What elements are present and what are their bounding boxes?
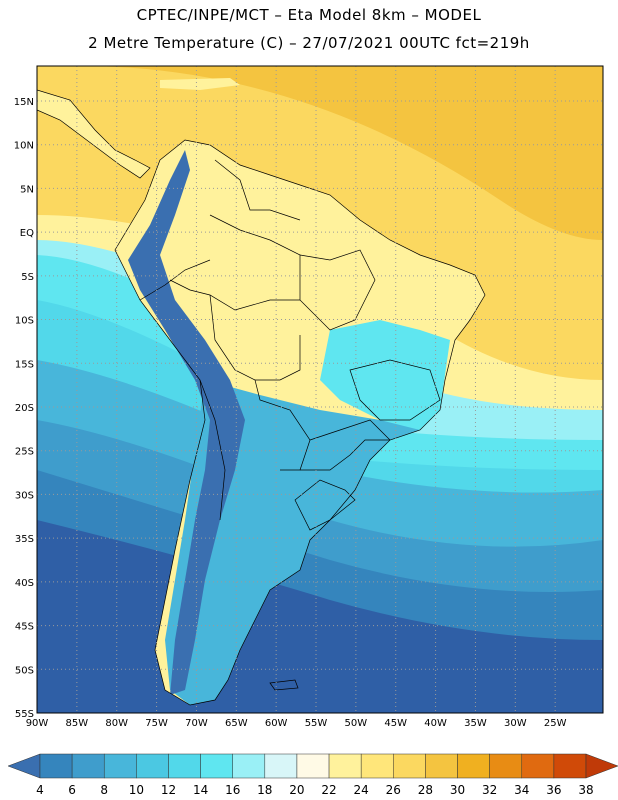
falklands [269,679,299,691]
lon-tick-label: 25W [544,718,567,729]
lon-tick-label: 50W [345,718,368,729]
colorbar-swatch [39,753,73,779]
lon-tick-label: 65W [225,718,248,729]
lat-tick-label: EQ [20,228,34,239]
brazil-cool-region [320,320,450,430]
country-borders [37,89,486,706]
colorbar-label: 14 [193,783,208,797]
colorbar-swatch [360,753,394,779]
temperature-colorbar: 4 6 8 10 12 14 16 18 20 22 24 26 28 30 32 34 36 38 [7,753,618,797]
colorbar-swatch [489,753,523,779]
lat-tick-label: 10S [15,316,34,327]
colorbar-label: 38 [578,783,593,797]
lon-tick-label: 75W [145,718,168,729]
colorbar-swatch [71,753,105,779]
andes-ridge [128,150,245,695]
colorbar-label: 6 [68,783,76,797]
colorbar-label: 10 [129,783,144,797]
lon-tick-label: 90W [26,718,49,729]
lat-tick-label: 20S [15,403,34,414]
colorbar-label: 32 [482,783,497,797]
lat-tick-label: 10N [14,141,34,152]
colorbar-label: 20 [289,783,304,797]
colorbar-swatch [425,753,458,779]
lat-tick-label: 30S [15,490,34,501]
chart-subtitle: 2 Metre Temperature (C) – 27/07/2021 00U… [88,34,530,52]
lat-tick-label: 5S [21,272,34,283]
colorbar-swatch [328,753,362,779]
lon-tick-label: 35W [464,718,487,729]
lat-tick-label: 15S [15,359,34,370]
map-fields [37,66,603,713]
lon-tick-label: 30W [504,718,527,729]
colorbar-swatch [232,753,266,779]
colorbar-label: 24 [354,783,369,797]
colorbar-swatch [393,753,426,779]
lon-tick-label: 55W [305,718,328,729]
colorbar-label: 28 [418,783,433,797]
colorbar-label: 30 [450,783,465,797]
longitude-labels: 90W 85W 80W 75W 70W 65W 60W 55W 50W 45W 40W 35W 30W 2… [26,718,567,729]
colorbar-swatch [136,753,169,779]
lat-tick-label: 25S [15,447,34,458]
latitude-labels: 15N 10N 5N EQ 5S 10S 15S 20S 25S 30S 35S 40S 45S 50S 5… [14,97,34,720]
colorbar-swatch [457,753,490,779]
colorbar-low-arrow [7,753,41,779]
colorbar-swatch [553,753,587,779]
colorbar-label: 4 [36,783,44,797]
temperature-map: 90W 85W 80W 75W 70W 65W 60W 55W 50W 45W 40W 35W 30W 2… [14,65,604,729]
lon-tick-label: 70W [185,718,208,729]
central-america-land [37,90,150,178]
colorbar-label: 18 [257,783,272,797]
colorbar-label: 12 [161,783,176,797]
colorbar-label: 34 [514,783,529,797]
caribbean-islands [160,78,240,90]
colorbar-label: 26 [386,783,401,797]
lat-tick-label: 5N [20,184,34,195]
colorbar-label: 36 [546,783,561,797]
colorbar-high-arrow [585,753,618,779]
lon-tick-label: 45W [384,718,407,729]
lon-tick-label: 80W [105,718,128,729]
chart-title: CPTEC/INPE/MCT – Eta Model 8km – MODEL [136,6,482,24]
lat-tick-label: 15N [14,97,34,108]
colorbar-swatch [264,753,298,779]
lat-tick-label: 35S [15,534,34,545]
colorbar-swatch [168,753,201,779]
map-frame [36,65,604,714]
colorbar-swatch [200,753,233,779]
colorbar-swatch [296,753,330,779]
colorbar-label: 8 [100,783,108,797]
colorbar-swatch [103,753,137,779]
colorbar-swatch [521,753,555,779]
lat-tick-label: 50S [15,665,34,676]
lat-tick-label: 55S [15,709,34,720]
lat-tick-label: 45S [15,622,34,633]
ocean-band-28 [80,66,603,240]
lat-tick-label: 40S [15,578,34,589]
lon-tick-label: 85W [66,718,89,729]
lon-tick-label: 40W [424,718,447,729]
colorbar-label: 16 [225,783,240,797]
lon-tick-label: 60W [265,718,288,729]
colorbar-label: 22 [321,783,336,797]
